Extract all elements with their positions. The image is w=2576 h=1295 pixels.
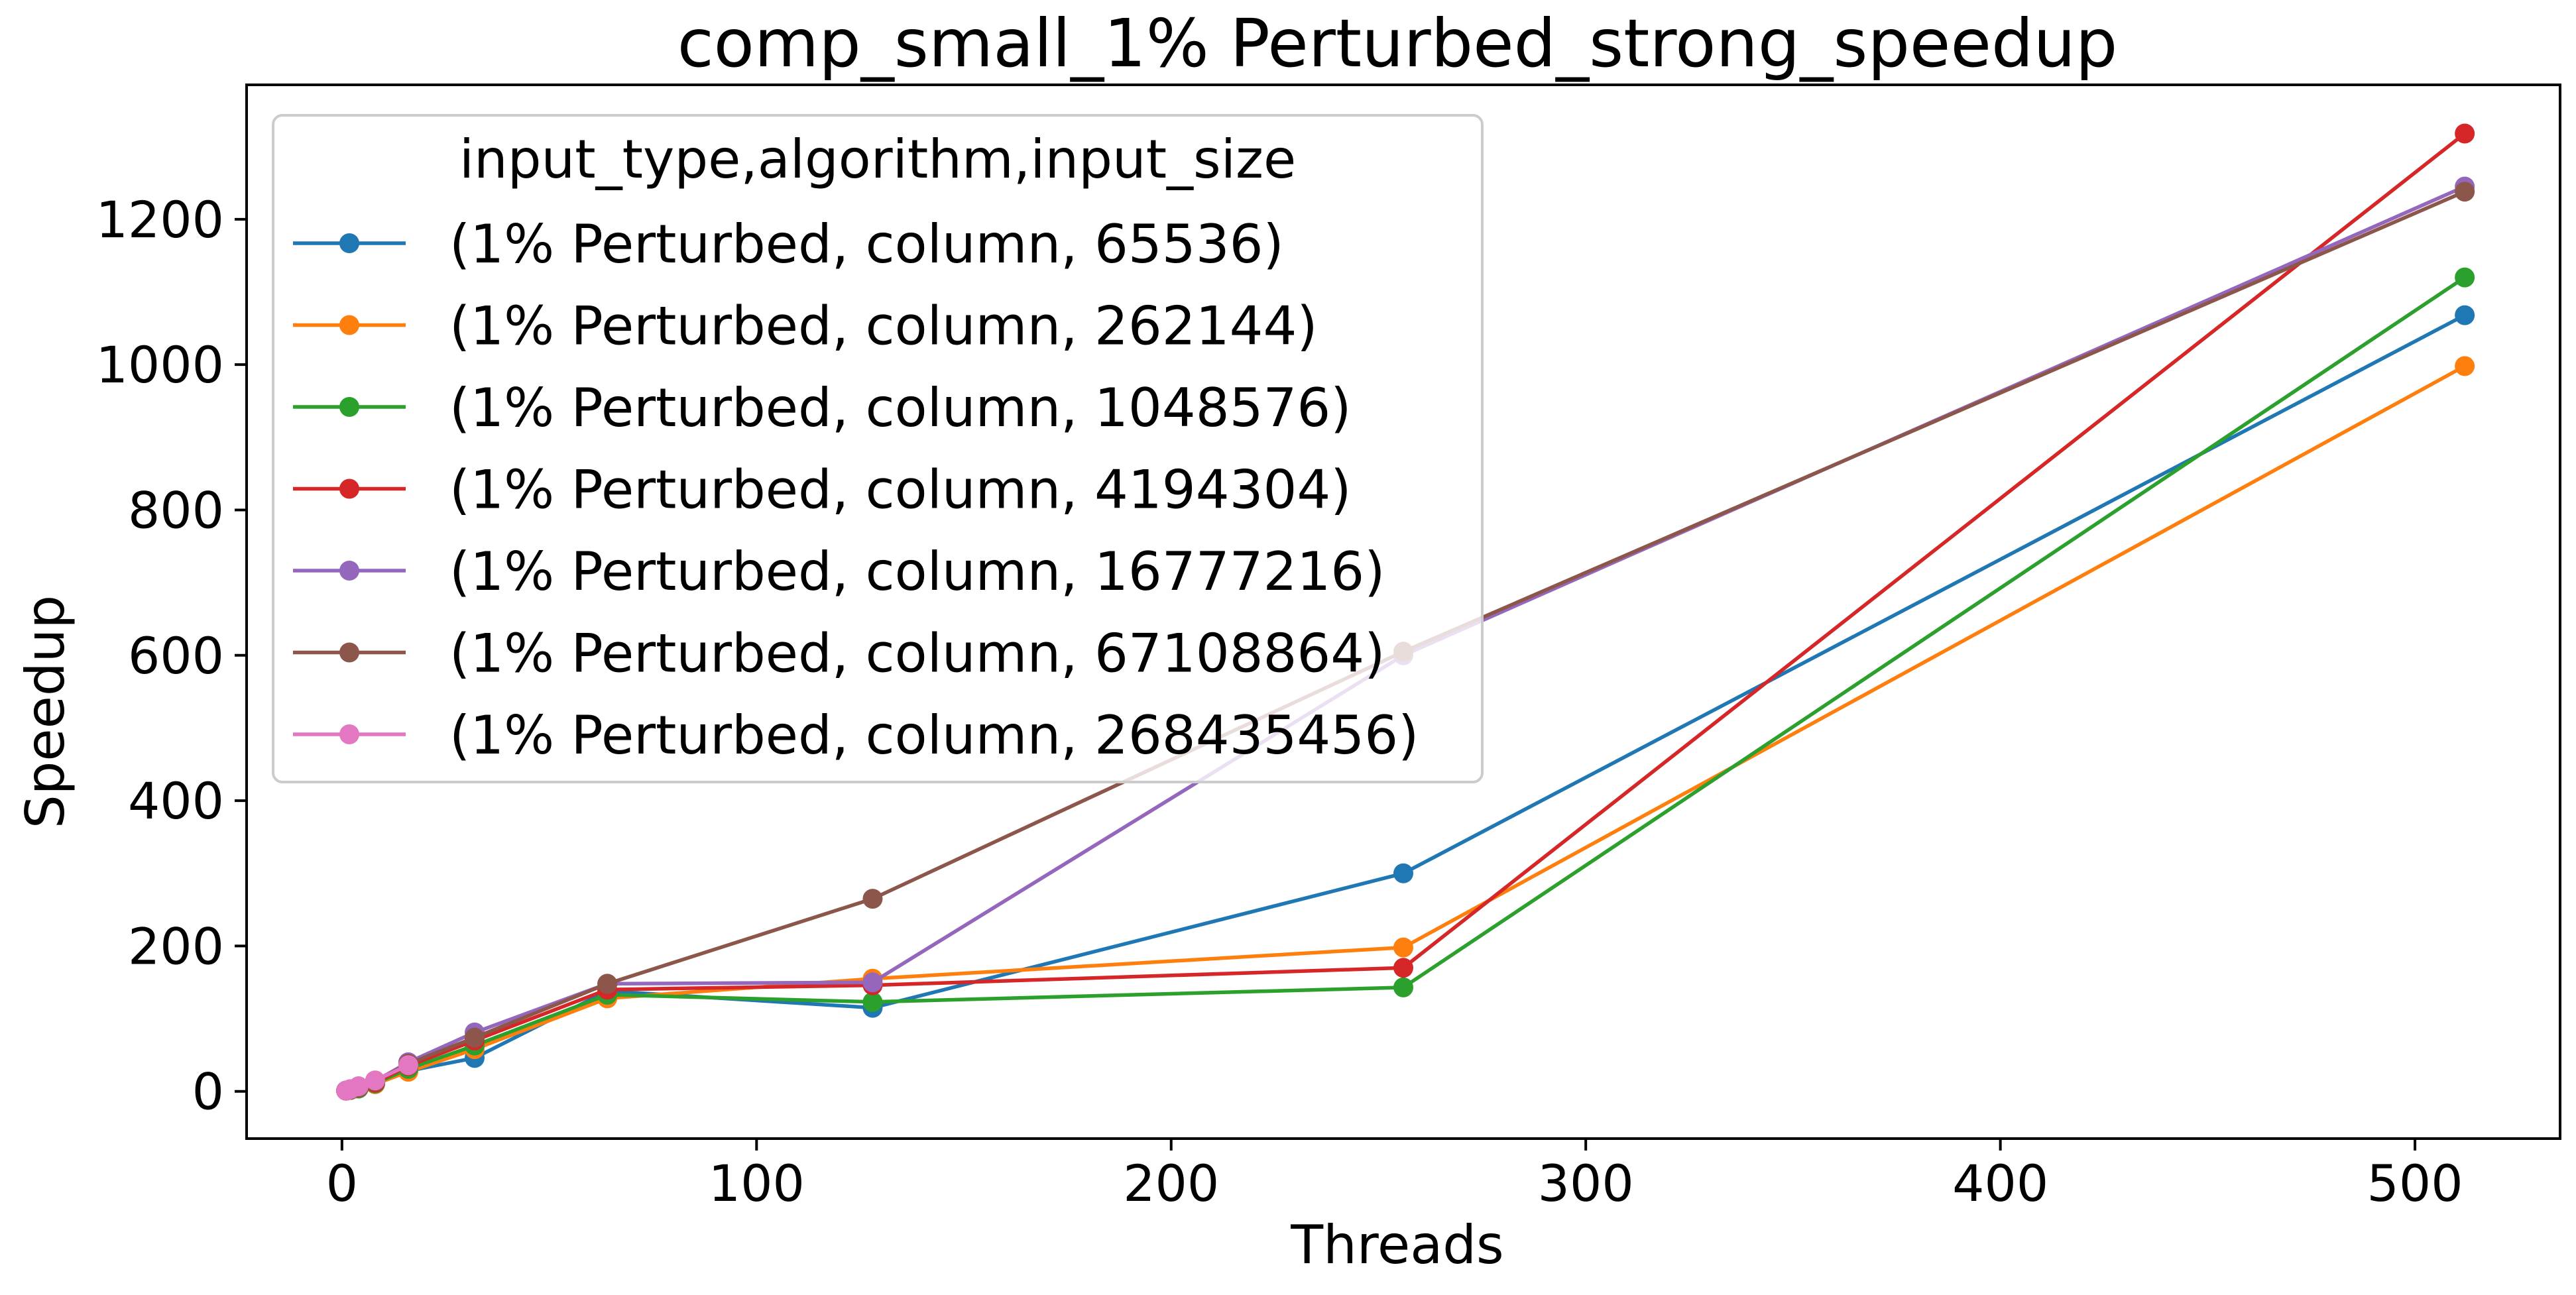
x-tick-label: 200 bbox=[1123, 1154, 1219, 1213]
legend-frame bbox=[272, 114, 1484, 783]
data-point bbox=[1393, 863, 1413, 883]
data-point bbox=[2455, 305, 2475, 325]
legend-swatch-marker bbox=[339, 315, 359, 335]
axes: 0 100 200 300 400 500 0 200 400 600 800 1000 1200 bbox=[96, 84, 2561, 1213]
legend-label: (1% Perturbed, column, 65536) bbox=[449, 213, 1284, 275]
data-point bbox=[1393, 937, 1413, 958]
legend-swatch-marker bbox=[339, 397, 359, 417]
legend-label: (1% Perturbed, column, 4194304) bbox=[449, 459, 1352, 521]
legend-label: (1% Perturbed, column, 262144) bbox=[449, 296, 1318, 357]
legend-item: (1% Perturbed, column, 1048576) bbox=[293, 377, 1352, 439]
axes-frame bbox=[245, 84, 2561, 1140]
data-point bbox=[2455, 356, 2475, 376]
x-tick-label: 300 bbox=[1538, 1154, 1634, 1213]
legend-swatch-marker bbox=[339, 724, 359, 744]
y-axis-label: Speedup bbox=[15, 595, 76, 828]
data-point bbox=[398, 1055, 418, 1076]
legend-swatch-marker bbox=[339, 479, 359, 499]
legend-item: (1% Perturbed, column, 4194304) bbox=[293, 459, 1352, 521]
y-tick-label: 1000 bbox=[96, 335, 224, 394]
legend-swatch-marker bbox=[339, 642, 359, 663]
data-point bbox=[464, 1027, 485, 1048]
data-point bbox=[2455, 267, 2475, 288]
legend-item: (1% Perturbed, column, 262144) bbox=[293, 296, 1318, 357]
x-axis-label: Threads bbox=[1290, 1214, 1503, 1276]
data-point bbox=[597, 974, 618, 994]
data-point bbox=[348, 1076, 369, 1097]
data-point bbox=[862, 889, 883, 909]
legend-label: (1% Perturbed, column, 67108864) bbox=[449, 623, 1385, 685]
legend: input_type,algorithm,input_size (1% Pert… bbox=[272, 114, 1484, 783]
y-tick-label: 800 bbox=[128, 480, 224, 539]
x-tick-label: 0 bbox=[326, 1154, 358, 1213]
plot-area bbox=[336, 123, 2475, 1101]
y-tick-label: 0 bbox=[192, 1062, 224, 1121]
y-tick-label: 400 bbox=[128, 771, 224, 830]
legend-item: (1% Perturbed, column, 67108864) bbox=[293, 623, 1385, 685]
y-tick-label: 1200 bbox=[96, 190, 224, 249]
legend-swatch-marker bbox=[339, 561, 359, 581]
legend-swatch-marker bbox=[339, 233, 359, 253]
data-point bbox=[2455, 182, 2475, 202]
legend-item: (1% Perturbed, column, 65536) bbox=[293, 213, 1284, 275]
legend-item: (1% Perturbed, column, 268435456) bbox=[293, 704, 1419, 766]
data-point bbox=[862, 972, 883, 993]
y-tick-label: 200 bbox=[128, 917, 224, 976]
x-tick-label: 400 bbox=[1952, 1154, 2048, 1213]
legend-label: (1% Perturbed, column, 16777216) bbox=[449, 541, 1385, 602]
data-point bbox=[1393, 958, 1413, 978]
x-tick-label: 500 bbox=[2367, 1154, 2463, 1213]
series-7 bbox=[336, 1055, 418, 1101]
data-point bbox=[2455, 123, 2475, 144]
legend-label: (1% Perturbed, column, 268435456) bbox=[449, 704, 1419, 766]
legend-title: input_type,algorithm,input_size bbox=[459, 129, 1296, 190]
legend-label: (1% Perturbed, column, 1048576) bbox=[449, 377, 1352, 439]
legend-item: (1% Perturbed, column, 16777216) bbox=[293, 541, 1385, 602]
data-point bbox=[365, 1070, 385, 1091]
y-tick-label: 600 bbox=[128, 626, 224, 685]
x-tick-label: 100 bbox=[709, 1154, 805, 1213]
data-point bbox=[1393, 977, 1413, 997]
chart-title: comp_small_1% Perturbed_strong_speedup bbox=[677, 5, 2118, 82]
data-point bbox=[862, 991, 883, 1012]
